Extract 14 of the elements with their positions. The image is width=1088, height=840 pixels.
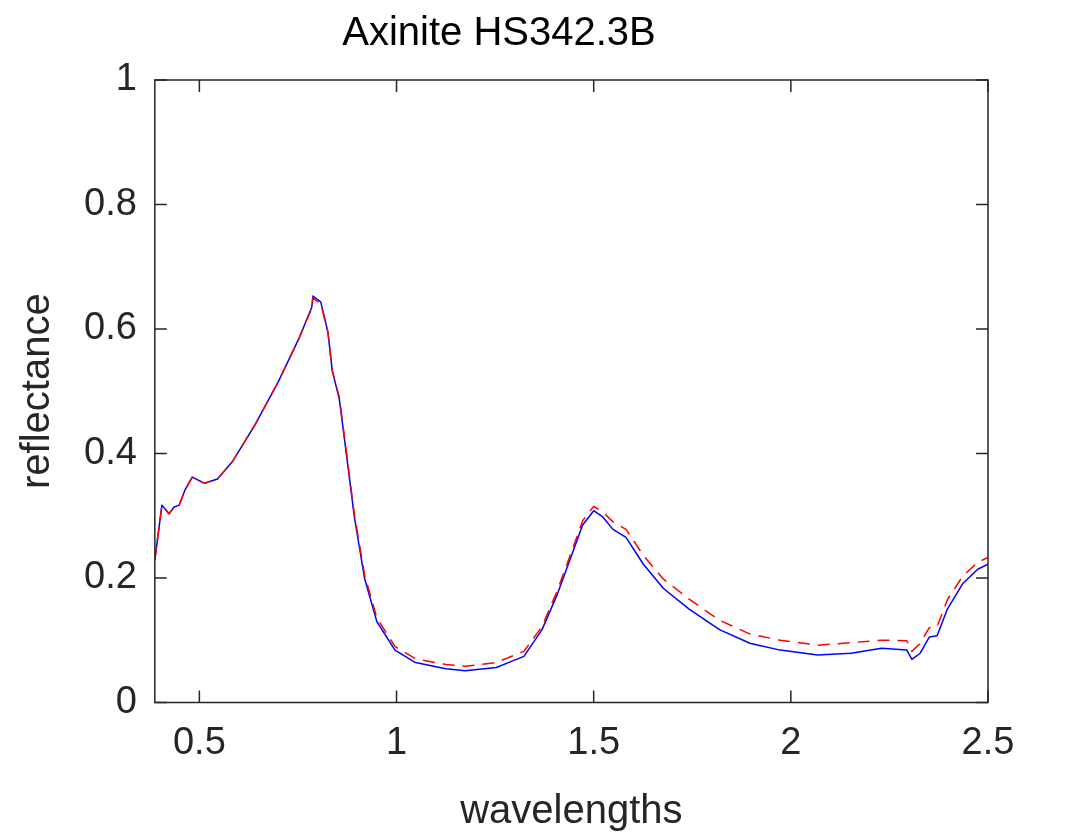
y-tick-label: 0.2 — [84, 554, 137, 597]
y-tick-label: 0.6 — [84, 305, 137, 348]
x-tick-label: 2.5 — [961, 719, 1015, 762]
y-axis-title: reflectance — [13, 293, 58, 490]
y-tick-label: 0.8 — [84, 180, 137, 223]
x-tick-label: 1 — [385, 719, 408, 762]
y-tick-label: 0 — [115, 678, 137, 721]
x-axis-title: wavelengths — [459, 787, 683, 832]
x-tick-label: 2 — [780, 719, 802, 762]
chart-title: Axinite HS342.3B — [342, 9, 656, 54]
x-tick-label: 1.5 — [567, 719, 621, 762]
x-tick-label: 0.5 — [172, 719, 226, 762]
y-tick-label: 0.4 — [84, 429, 137, 472]
y-tick-label: 1 — [115, 56, 137, 99]
